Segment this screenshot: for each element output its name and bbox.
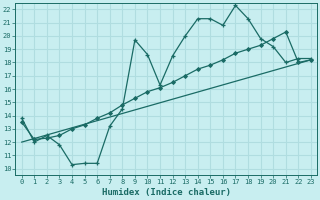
X-axis label: Humidex (Indice chaleur): Humidex (Indice chaleur) [102, 188, 231, 197]
